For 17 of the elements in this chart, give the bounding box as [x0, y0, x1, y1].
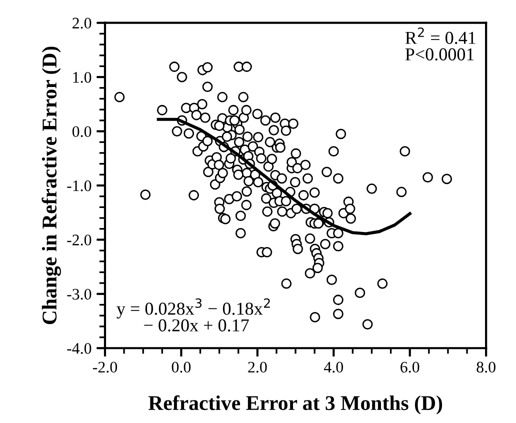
x-tick-label: 2.0: [248, 362, 267, 373]
y-axis-title: Change in Refractive Error (D): [42, 46, 61, 324]
x-tick-label: 6.0: [400, 362, 420, 373]
y-tick-label: 2.0: [72, 18, 92, 29]
y-tick-label: 0.0: [72, 126, 92, 138]
x-tick-label: 8.0: [476, 362, 496, 373]
y-tick-label: 1.0: [73, 72, 92, 83]
x-axis-title: Refractive Error at 3 Months (D): [148, 395, 442, 414]
y-tick-label: -1.0: [67, 180, 92, 192]
y-tick-label: -2.0: [67, 234, 92, 246]
annotation: R$^{2}$ = 0.41 P<0.0001: [405, 27, 476, 61]
y-tick-label: -3.0: [67, 288, 92, 300]
y-tick-label: -4.0: [67, 343, 92, 354]
text: y = 0.028x$^{3}$ − 0.18x$^{2}$ − 0.20x + 0.17: [116, 298, 270, 332]
x-tick-label: -2.0: [92, 362, 118, 373]
x-tick-label: 0.0: [172, 362, 191, 373]
x-tick-label: 4.0: [324, 362, 344, 373]
